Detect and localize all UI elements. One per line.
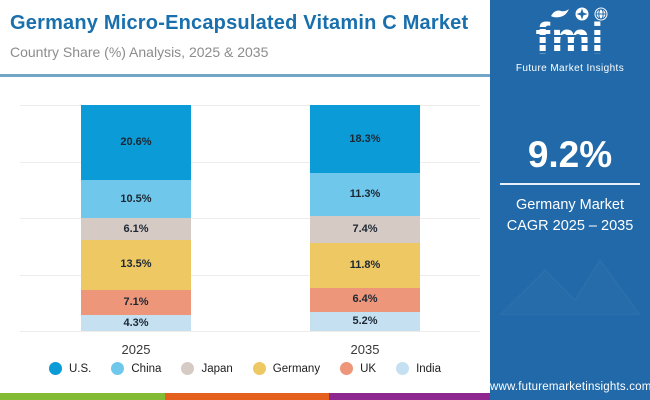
bar-segment-germany: 13.5%	[81, 240, 191, 290]
stacked-bar-2035: 18.3% 11.3% 7.4% 11.8% 6.4% 5.2%	[310, 105, 420, 331]
gridline	[20, 331, 480, 332]
segment-value-label: 4.3%	[123, 316, 149, 329]
stacked-bar-2025: 20.6% 10.5% 6.1% 13.5% 7.1% 4.3%	[81, 105, 191, 332]
bar-segment-india: 5.2%	[310, 311, 420, 331]
legend-dot-uk	[340, 362, 354, 375]
footer-strip	[0, 393, 495, 400]
footer-strip-segment-3	[329, 393, 495, 400]
mountain-watermark	[500, 245, 640, 315]
page-title: Germany Micro-Encapsulated Vitamin C Mar…	[10, 12, 469, 34]
cagr-stat: 9.2% Germany Market CAGR 2025 – 2035	[490, 136, 650, 237]
legend-item-uk: UK	[340, 362, 376, 375]
legend-dot-china	[111, 362, 125, 375]
stat-divider	[500, 183, 640, 185]
stat-label-line1: Germany Market	[516, 197, 624, 213]
bar-segment-china: 10.5%	[81, 179, 191, 219]
legend-item-germany: Germany	[252, 362, 321, 375]
legend-dot-japan	[181, 362, 195, 375]
bar-segment-us: 20.6%	[81, 105, 191, 180]
logo-icons	[490, 6, 650, 21]
legend-dot-india	[396, 362, 410, 375]
segment-value-label: 13.5%	[120, 258, 152, 271]
footer-strip-segment-2	[164, 393, 330, 400]
legend-dot-us	[49, 362, 62, 375]
legend-label-india: India	[416, 362, 441, 375]
gridline	[20, 161, 480, 163]
segment-value-label: 20.6%	[120, 135, 152, 148]
legend-item-japan: Japan	[181, 362, 233, 375]
legend-label-uk: UK	[360, 362, 377, 375]
legend-item-china: China	[111, 362, 161, 375]
fmi-logo: fmi Future Market Insights	[490, 6, 650, 74]
legend-label-china: China	[131, 362, 162, 375]
legend-item-india: India	[396, 362, 441, 375]
segment-value-label: 6.4%	[352, 293, 378, 306]
x-axis-label-2035: 2035	[350, 342, 380, 357]
logo-word: fmi	[532, 14, 608, 63]
segment-value-label: 7.4%	[352, 223, 378, 236]
x-axis-label-2025: 2025	[121, 342, 151, 357]
header-divider	[0, 74, 490, 77]
bar-segment-japan: 7.4%	[310, 215, 420, 244]
bar-segment-us: 18.3%	[310, 105, 420, 174]
gridline	[20, 274, 480, 276]
segment-value-label: 5.2%	[352, 314, 378, 327]
cagr-value: 9.2%	[527, 134, 613, 175]
segment-value-label: 10.5%	[120, 192, 152, 205]
website-url: www.futuremarketinsights.com	[490, 381, 650, 393]
sidebar: fmi Future Market Insights 9.2% Germany …	[490, 0, 650, 400]
bar-segment-china: 11.3%	[310, 173, 420, 216]
page-subtitle: Country Share (%) Analysis, 2025 & 2035	[10, 44, 269, 60]
segment-value-label: 11.3%	[349, 188, 381, 201]
gridline	[20, 218, 480, 219]
segment-value-label: 18.3%	[349, 132, 381, 145]
bar-segment-japan: 6.1%	[81, 218, 191, 241]
dove-icon	[551, 9, 569, 18]
legend-label-germany: Germany	[272, 362, 321, 375]
segment-value-label: 6.1%	[123, 222, 149, 235]
bar-segment-uk: 6.4%	[310, 287, 420, 312]
bar-segment-india: 4.3%	[81, 315, 191, 332]
logo-tagline: Future Market Insights	[515, 63, 625, 74]
legend-item-us: U.S.	[49, 362, 91, 375]
legend: U.S. China Japan Germany UK India	[0, 362, 490, 375]
legend-dot-germany	[252, 362, 266, 375]
footer-strip-segment-1	[0, 393, 165, 400]
gridline	[20, 105, 480, 106]
segment-value-label: 7.1%	[123, 295, 149, 308]
bar-segment-germany: 11.8%	[310, 243, 420, 288]
segment-value-label: 11.8%	[349, 259, 381, 272]
compass-badge-icon	[575, 7, 589, 21]
globe-badge-icon	[594, 7, 608, 21]
bar-segment-uk: 7.1%	[81, 289, 191, 316]
plot-area: 20.6% 10.5% 6.1% 13.5% 7.1% 4.3% 2025 18.3% 11.3…	[20, 105, 480, 357]
stat-label-line2: CAGR 2025 – 2035	[506, 218, 634, 235]
legend-label-japan: Japan	[201, 362, 233, 375]
legend-label-us: U.S.	[69, 362, 92, 375]
